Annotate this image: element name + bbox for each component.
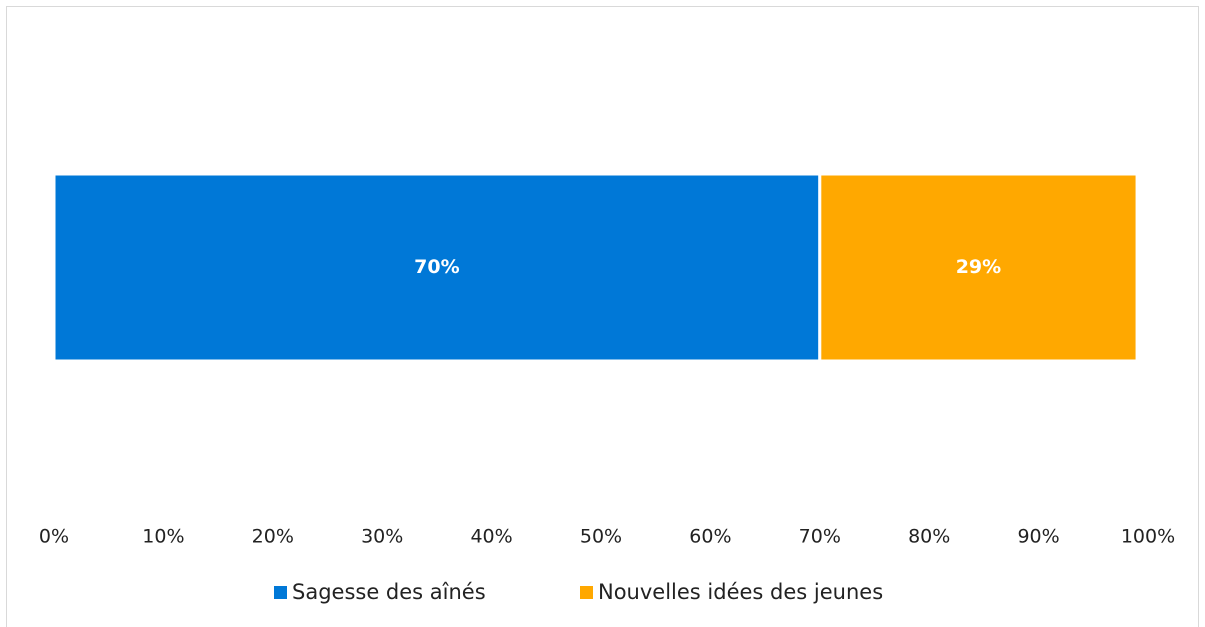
legend-swatch: [274, 586, 287, 599]
bar-segment: [52, 172, 822, 363]
legend-label: Sagesse des aînés: [292, 580, 486, 604]
x-tick-label: 20%: [252, 526, 294, 548]
x-tick-label: 0%: [39, 526, 69, 548]
x-tick-label: 100%: [1121, 526, 1175, 548]
bar-segment: [818, 172, 1139, 363]
x-tick-label: 90%: [1017, 526, 1059, 548]
x-tick-label: 80%: [908, 526, 950, 548]
x-tick-label: 70%: [799, 526, 841, 548]
data-label: 70%: [414, 256, 459, 278]
x-tick-label: 40%: [470, 526, 512, 548]
data-label: 29%: [956, 256, 1001, 278]
legend-swatch: [580, 586, 593, 599]
chart-frame: [6, 6, 1199, 627]
legend-label: Nouvelles idées des jeunes: [598, 580, 883, 604]
x-tick-label: 10%: [142, 526, 184, 548]
x-tick-label: 60%: [689, 526, 731, 548]
x-tick-label: 50%: [580, 526, 622, 548]
x-tick-label: 30%: [361, 526, 403, 548]
